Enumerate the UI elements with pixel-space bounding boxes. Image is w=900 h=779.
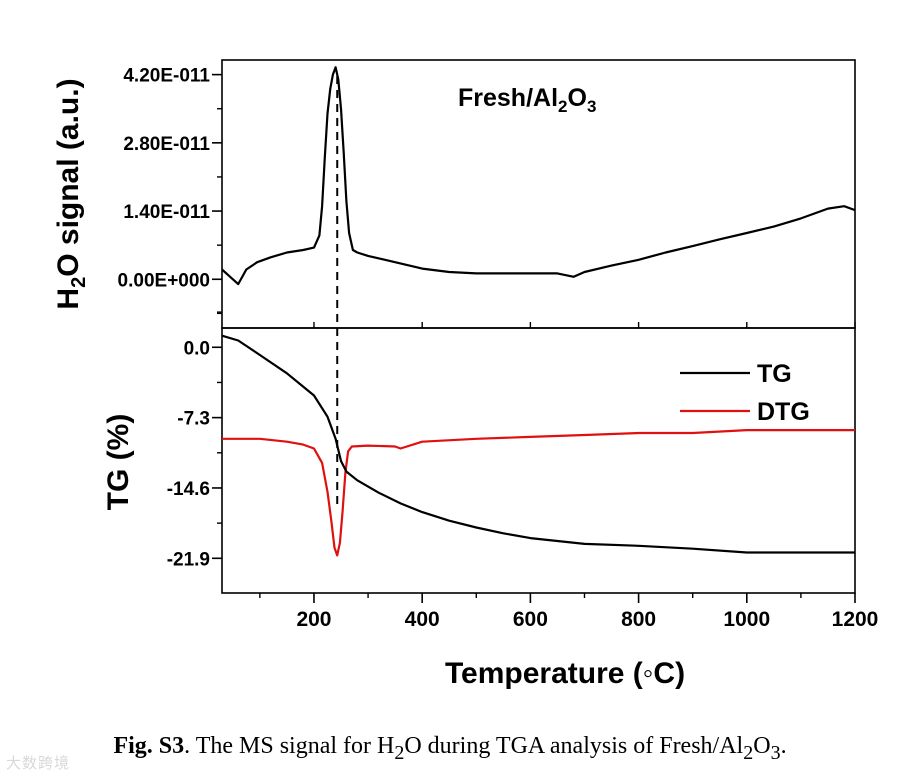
- bottom-plot-frame: [221, 327, 856, 594]
- bottom-ytick-label: -14.6: [167, 479, 210, 500]
- x-tick-label: 400: [405, 608, 440, 631]
- x-tick-label: 200: [296, 608, 331, 631]
- x-tick-label: 1200: [832, 608, 879, 631]
- h2o-signal-line: [221, 66, 856, 286]
- top-ytick-label: 1.40E-011: [123, 202, 210, 223]
- top-panel: 0.00E+000 1.40E-011 2.80E-011 4.20E-011 Fre…: [52, 59, 856, 329]
- legend: TG DTG: [680, 360, 810, 426]
- top-panel-title: Fresh/Al2O3: [458, 84, 596, 116]
- bottom-panel: 0.0 -7.3 -14.6 -21.9 200 400 600 800 1000 1200 T…: [102, 311, 879, 690]
- figure: 0.00E+000 1.40E-011 2.80E-011 4.20E-011 Fre…: [52, 59, 879, 690]
- tg-line: [221, 334, 855, 554]
- top-ytick-label: 2.80E-011: [123, 134, 210, 155]
- x-axis-label: Temperature (◦C): [445, 657, 685, 690]
- legend-tg-label: TG: [757, 360, 792, 388]
- top-ytick-label: 0.00E+000: [118, 270, 210, 291]
- top-y-axis: 0.00E+000 1.40E-011 2.80E-011 4.20E-011: [118, 66, 222, 315]
- top-y-axis-label: H2O signal (a.u.): [52, 78, 90, 309]
- watermark: 大数跨境: [6, 754, 71, 772]
- x-tick-label: 800: [621, 608, 656, 631]
- legend-dtg-label: DTG: [757, 398, 810, 426]
- x-tick-label: 1000: [723, 608, 770, 631]
- dtg-line: [222, 429, 855, 557]
- figure-caption: Fig. S3. The MS signal for H2O during TG…: [113, 733, 787, 764]
- x-tick-label: 600: [513, 608, 548, 631]
- x-axis: 200 400 600 800 1000 1200: [259, 322, 879, 631]
- top-ytick-label: 4.20E-011: [123, 66, 210, 87]
- bottom-y-axis: 0.0 -7.3 -14.6 -21.9: [167, 311, 222, 570]
- caption-label: Fig. S3: [113, 733, 185, 759]
- bottom-ytick-label: 0.0: [184, 338, 210, 359]
- bottom-ytick-label: -7.3: [177, 409, 210, 430]
- bottom-y-axis-label: TG (%): [102, 414, 135, 511]
- bottom-ytick-label: -21.9: [167, 549, 210, 570]
